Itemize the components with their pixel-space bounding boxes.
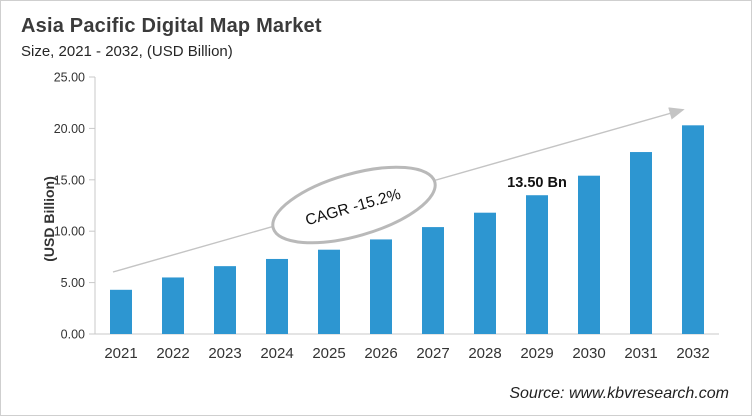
x-tick-label-2027: 2027 xyxy=(416,345,449,362)
bar-2024 xyxy=(266,258,288,334)
x-tick-label-2021: 2021 xyxy=(104,345,137,362)
bar-2026 xyxy=(370,239,392,334)
x-tick-label-2025: 2025 xyxy=(312,345,345,362)
y-tick-label: 15.00 xyxy=(54,173,85,187)
bar-2030 xyxy=(578,175,600,334)
source-text: Source: www.kbvresearch.com xyxy=(509,385,729,402)
y-tick-label: 5.00 xyxy=(61,276,85,290)
x-tick-label-2029: 2029 xyxy=(520,345,553,362)
bar-2029 xyxy=(526,195,548,334)
x-tick-label-2031: 2031 xyxy=(624,345,657,362)
x-tick-label-2024: 2024 xyxy=(260,345,293,362)
chart-title: Asia Pacific Digital Map Market xyxy=(21,15,322,37)
bar-2022 xyxy=(162,277,184,334)
bar-2025 xyxy=(318,249,340,334)
y-tick-label: 10.00 xyxy=(54,225,85,239)
y-tick-label: 20.00 xyxy=(54,122,85,136)
x-tick-label-2028: 2028 xyxy=(468,345,501,362)
x-tick-label-2030: 2030 xyxy=(572,345,605,362)
bar-2021 xyxy=(110,289,132,334)
x-tick-label-2023: 2023 xyxy=(208,345,241,362)
x-tick-label-2022: 2022 xyxy=(156,345,189,362)
y-tick-label: 0.00 xyxy=(61,328,85,342)
bar-2027 xyxy=(422,227,444,334)
cagr-ellipse xyxy=(271,165,437,245)
chart-subtitle: Size, 2021 - 2032, (USD Billion) xyxy=(21,43,233,60)
bar-2031 xyxy=(630,152,652,334)
y-tick-label: 25.00 xyxy=(54,71,85,85)
x-tick-label-2026: 2026 xyxy=(364,345,397,362)
x-tick-label-2032: 2032 xyxy=(676,345,709,362)
bar-2023 xyxy=(214,266,236,334)
bar-2032 xyxy=(682,125,704,334)
bar-2028 xyxy=(474,212,496,334)
bar-value-label: 13.50 Bn xyxy=(507,175,567,191)
y-axis-title: (USD Billion) xyxy=(41,176,57,262)
